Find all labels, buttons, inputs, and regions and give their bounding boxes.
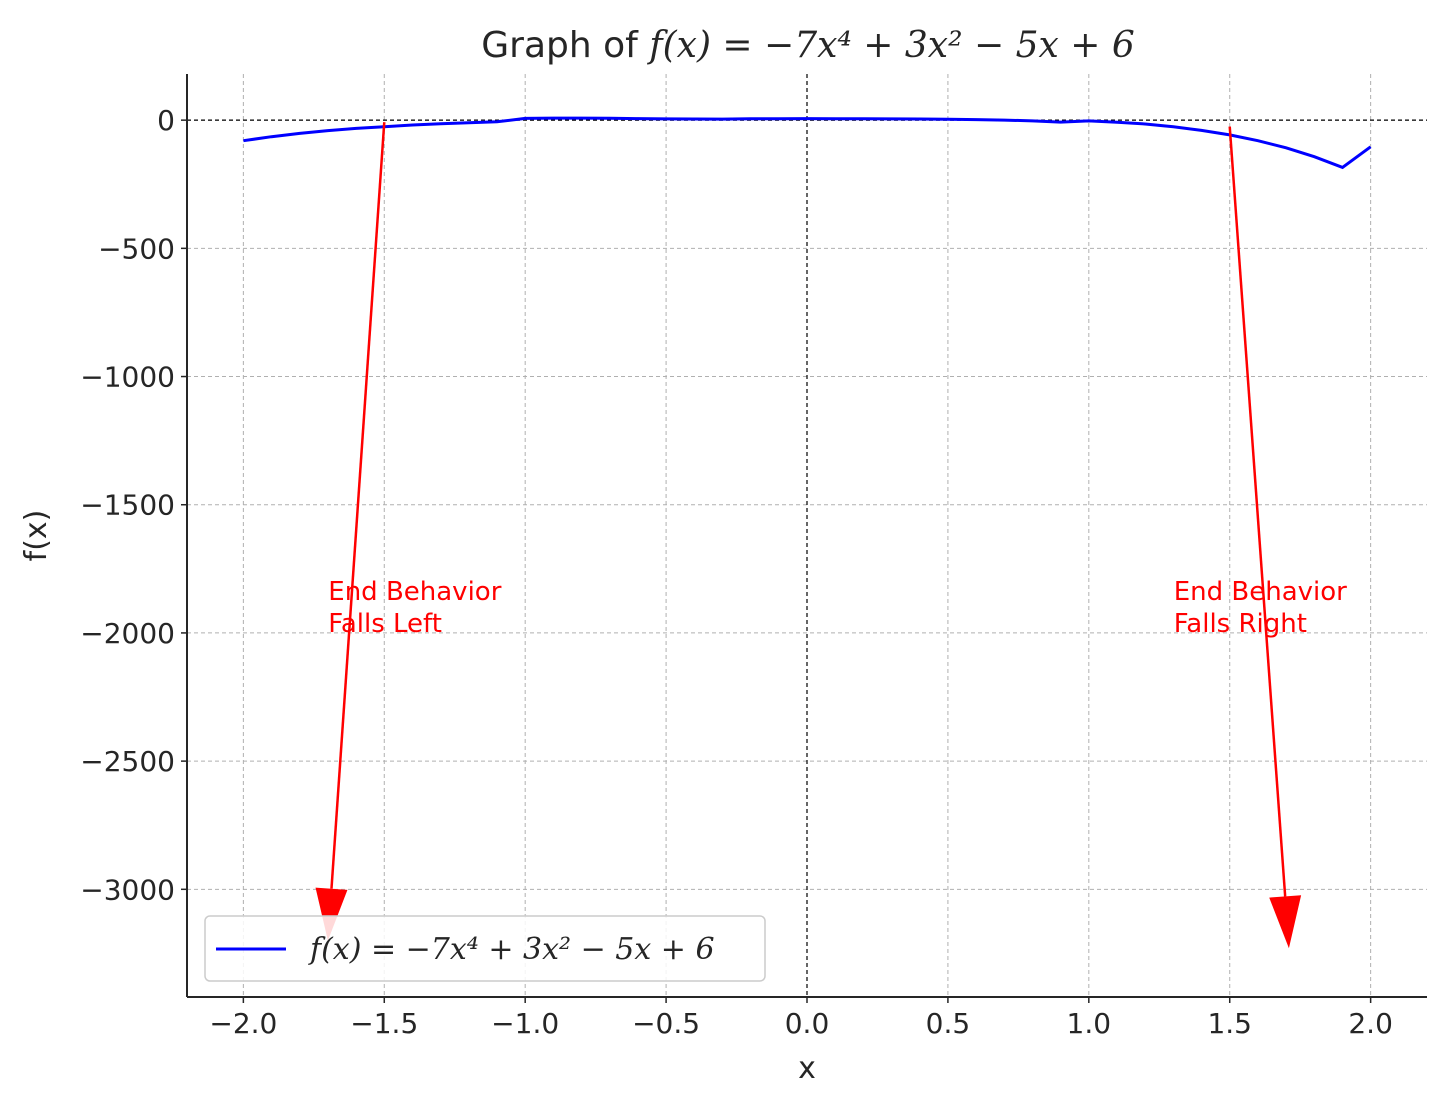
x-tick-label: 1.5 <box>1207 1007 1252 1040</box>
annotation-text-line: Falls Right <box>1174 609 1307 639</box>
x-tick-label: 1.0 <box>1067 1007 1112 1040</box>
chart-title-prefix: Graph of <box>481 25 649 66</box>
legend-entry-label: f(x) = −7x⁴ + 3x² − 5x + 6 <box>308 932 715 967</box>
y-tick-label: −1500 <box>80 489 175 522</box>
annotation-text-line: End Behavior <box>328 577 501 607</box>
y-tick-label: −500 <box>98 232 175 265</box>
x-tick-label: 0.0 <box>785 1007 830 1040</box>
annotation-arrow-shaft <box>330 122 386 889</box>
y-tick-label: −2000 <box>80 617 175 650</box>
y-tick-label: 0 <box>157 104 175 137</box>
x-axis-label: x <box>798 1051 816 1086</box>
y-tick-label: −2500 <box>80 745 175 778</box>
y-axis-label: f(x) <box>19 510 54 562</box>
legend-box <box>204 915 766 982</box>
x-tick-label: 0.5 <box>926 1007 971 1040</box>
annotation-text-line: Falls Left <box>328 609 442 639</box>
x-tick-label: −1.0 <box>491 1007 559 1040</box>
x-tick-label: 2.0 <box>1348 1007 1393 1040</box>
annotation-arrowhead <box>315 887 348 941</box>
x-tick-label: −0.5 <box>632 1007 700 1040</box>
x-tick-label: −1.5 <box>350 1007 418 1040</box>
y-tick-label: −1000 <box>80 361 175 394</box>
series-line <box>243 116 1372 170</box>
chart-title: Graph of f(x) = −7x⁴ + 3x² − 5x + 6 <box>481 25 1135 66</box>
annotation-text-line: End Behavior <box>1174 577 1347 607</box>
x-tick-label: −2.0 <box>209 1007 277 1040</box>
annotation-arrowhead <box>1269 895 1302 949</box>
annotation-arrow-shaft <box>1228 126 1287 897</box>
chart-title-formula: f(x) = −7x⁴ + 3x² − 5x + 6 <box>646 25 1134 66</box>
y-tick-label: −3000 <box>80 873 175 906</box>
